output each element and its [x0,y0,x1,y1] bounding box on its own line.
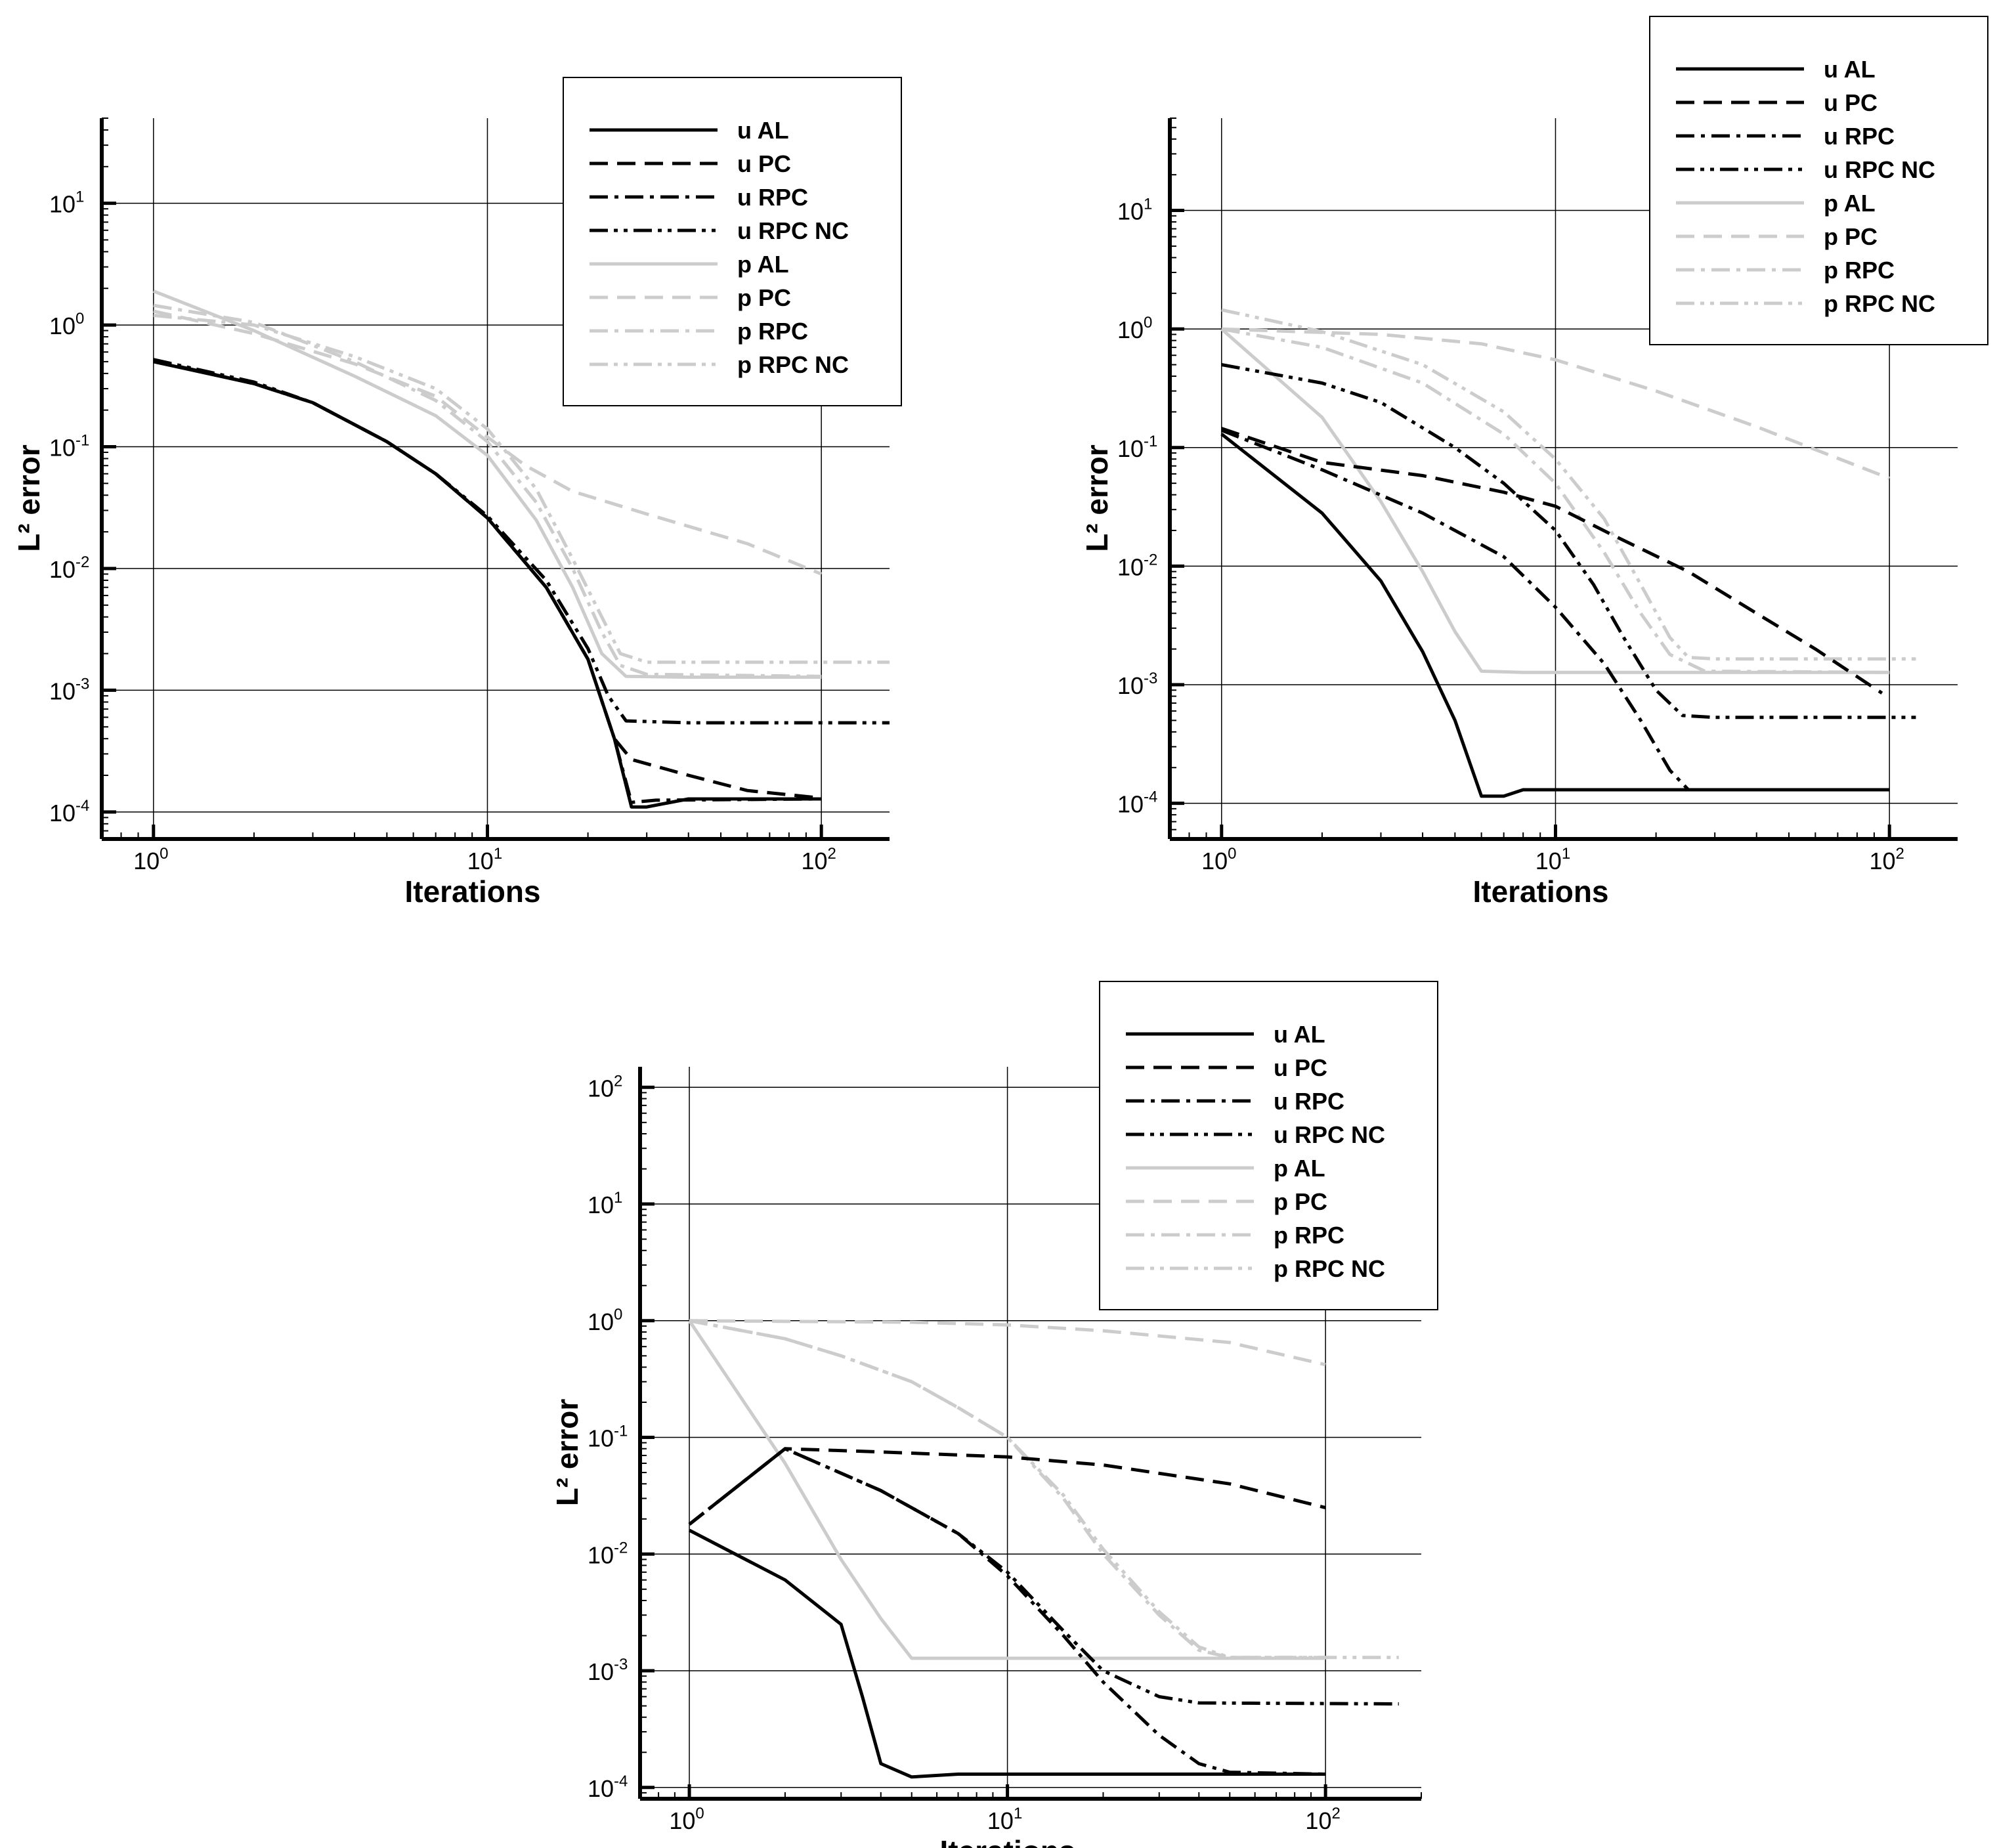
series-line-u-pc [153,358,822,800]
legend-label: p PC [1824,223,1878,250]
y-axis-title: L² error [12,444,46,552]
legend-label: p AL [737,251,789,278]
x-axis-title: Iterations [939,1834,1075,1848]
x-tick-label: 102 [801,845,836,874]
y-tick-label: 10-2 [1117,551,1157,580]
y-tick-label: 102 [588,1072,622,1102]
series-line-p-rpc-nc [689,1319,1399,1660]
chart-top-right: 100 101 10210-410-310-210-1100101Iteration… [1080,16,1988,909]
chart-bottom: 100 101 102 10-4 10-3 10-2 10-1 100 101 102 Iterat… [550,981,1438,1848]
y-tick-label: 10-1 [49,432,89,462]
legend-label: u AL [1274,1021,1325,1048]
y-tick-label: 10-3 [1117,670,1157,699]
legend-label: u PC [1824,89,1878,116]
series-line-p-al [688,1320,1326,1660]
y-tick-label: 100 [49,310,84,339]
legend-label: u RPC [1824,123,1895,150]
x-tick-label: 101 [467,845,502,874]
legend-label: p AL [1274,1155,1325,1182]
y-axis-title: L² error [550,1399,584,1507]
legend: u AL u PC u RPC u RPC NC p AL p PC p RPC p RPC … [563,77,902,406]
series-group [152,290,890,809]
y-tick-label: 10-4 [1117,788,1157,818]
legend-label: u RPC [737,184,808,211]
series-line-u-rpc-nc [1221,363,1916,720]
y-tick-label: 10-1 [588,1423,628,1452]
series-line-u-rpc [153,358,822,804]
legend-label: u PC [1274,1054,1327,1081]
series-line-p-al [152,290,822,679]
y-tick-label: 101 [49,188,84,218]
legend-label: p PC [737,284,791,311]
series-line-p-pc [689,1319,1326,1367]
legend-box [563,77,902,406]
series-line-u-rpc-nc [153,358,890,725]
legend-label: p RPC [737,318,808,345]
series-line-p-pc [153,309,823,576]
legend-label: u RPC [1274,1088,1344,1115]
series-group [1220,308,1916,798]
series-line-p-pc [1221,327,1891,481]
y-tick-label: 10-3 [49,675,89,704]
series-line-p-al [1220,328,1890,674]
legend-label: p RPC NC [737,351,849,378]
chart-top-left: 100 101 10210-410-310-210-1100101Iteration… [12,77,902,909]
x-tick-label: 101 [987,1805,1022,1834]
y-tick-label: 101 [1117,196,1152,225]
legend-label: p AL [1824,190,1876,217]
legend-label: u RPC NC [737,217,849,244]
y-tick-label: 10-2 [49,553,89,583]
legend-label: p RPC [1824,257,1895,284]
legend-label: u AL [1824,56,1876,83]
legend-label: u PC [737,150,791,177]
legend: u AL u PC u RPC u RPC NC p AL p PC p RPC p RPC … [1649,16,1988,345]
series-group [688,1319,1399,1779]
y-tick-label: 101 [588,1189,622,1218]
y-tick-label: 100 [1117,314,1152,343]
series-line-p-rpc-nc [1221,308,1916,661]
y-tick-label: 10-4 [49,797,89,827]
legend-label: p PC [1274,1188,1327,1215]
series-line-u-pc [1221,427,1883,695]
legend-label: u AL [737,117,789,144]
x-tick-label: 101 [1535,845,1570,874]
legend-label: p RPC [1274,1222,1344,1249]
y-tick-label: 10-3 [588,1656,628,1685]
y-axis-title: L² error [1080,444,1114,552]
series-line-p-rpc-nc [153,313,890,664]
series-line-u-rpc [1220,429,1890,792]
series-line-u-al [688,1528,1326,1779]
legend-box [1649,16,1988,345]
legend-label: u RPC NC [1274,1121,1385,1148]
series-line-u-rpc-nc [688,1447,1399,1706]
x-tick-label: 100 [1201,845,1236,874]
x-tick-label: 102 [1305,1805,1340,1834]
y-tick-label: 10-2 [588,1539,628,1568]
legend-box [1099,981,1438,1310]
legend: u AL u PC u RPC u RPC NC p AL p PC p RPC p RPC … [1099,981,1438,1310]
y-tick-label: 10-4 [588,1773,628,1802]
legend-label: u RPC NC [1824,156,1935,183]
y-tick-label: 10-1 [1117,433,1157,462]
y-tick-label: 100 [588,1306,622,1335]
x-axis-title: Iterations [1472,874,1608,909]
legend-label: p RPC NC [1274,1255,1385,1282]
grid [1170,118,1958,839]
series-line-u-al [1220,433,1890,798]
x-tick-label: 100 [669,1805,704,1834]
x-tick-label: 102 [1869,845,1904,874]
x-tick-label: 100 [133,845,168,874]
legend-label: p RPC NC [1824,290,1935,317]
x-axis-title: Iterations [404,874,540,909]
